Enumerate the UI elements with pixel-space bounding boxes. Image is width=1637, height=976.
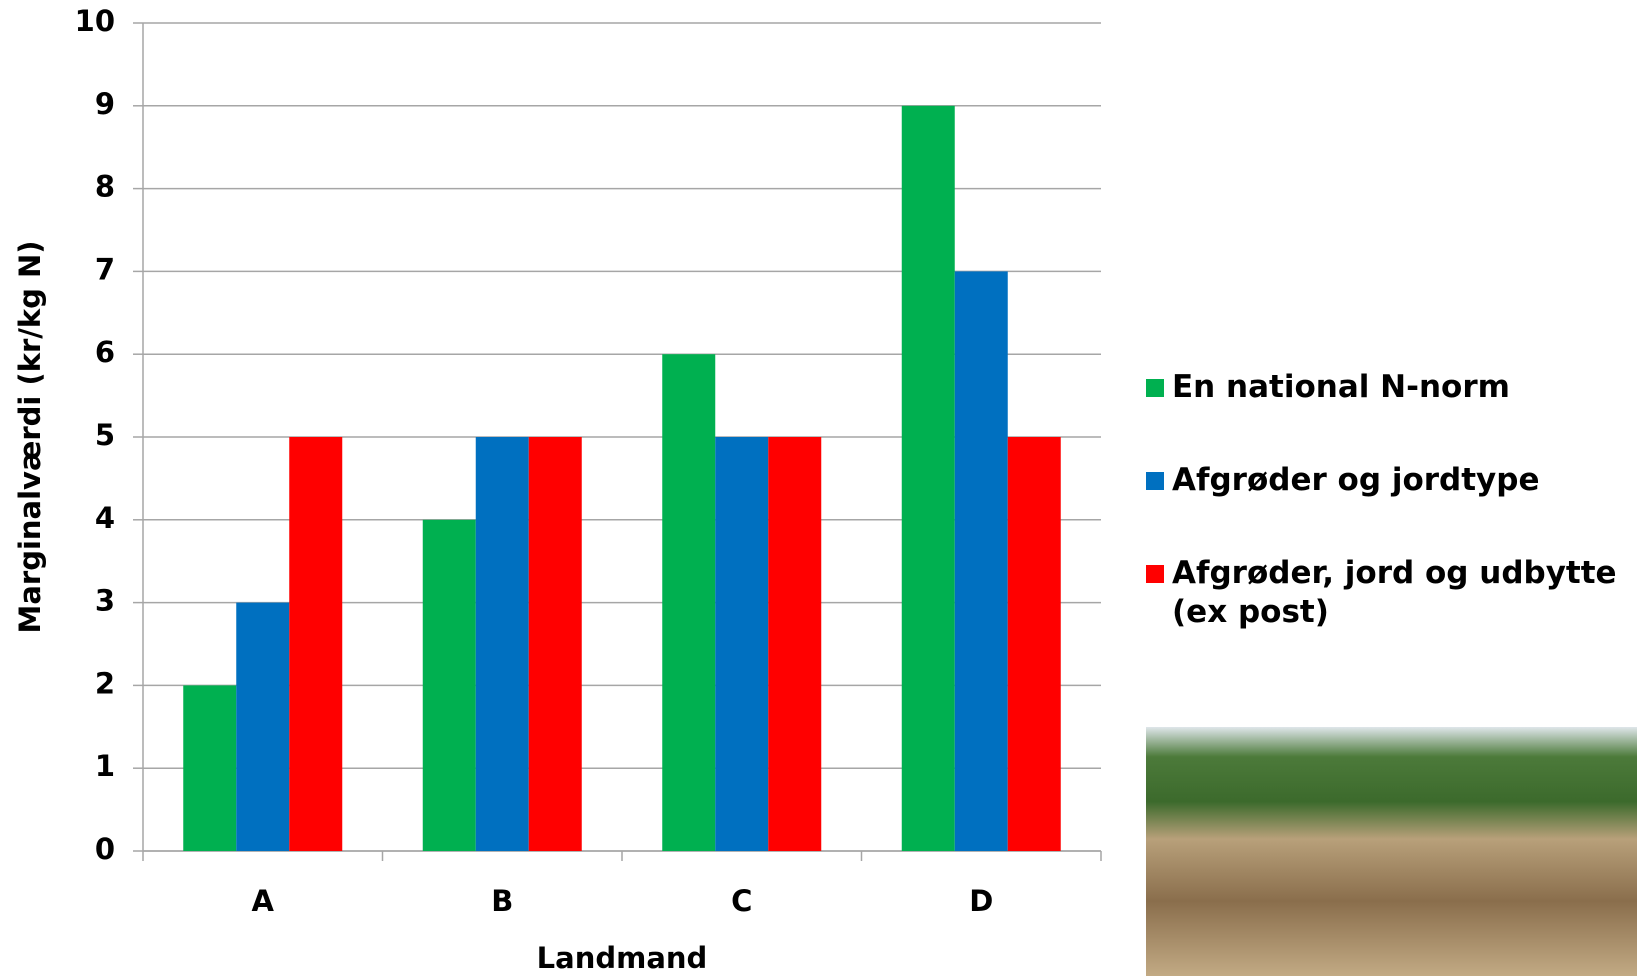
legend-entry: Afgrøder og jordtype [1146,461,1626,500]
x-tick-label: A [252,884,275,918]
y-tick-label: 5 [95,418,115,452]
bar [954,271,1008,851]
legend-swatch [1146,565,1164,583]
bar [236,602,290,851]
bar [289,437,343,851]
legend-label: Afgrøder, jord og udbytte (ex post) [1172,555,1617,630]
bar [475,437,529,851]
x-tick-label: C [731,884,752,918]
bar [715,437,769,851]
y-tick-label: 9 [95,87,115,121]
y-tick-label: 7 [95,252,115,286]
x-axis-label: Landmand [537,941,708,975]
y-tick-label: 10 [75,4,115,38]
y-tick-label: 3 [95,584,115,618]
y-tick-label: 2 [95,666,115,700]
y-tick-label: 1 [95,749,115,783]
y-tick-label: 4 [95,501,115,535]
bar [768,437,822,851]
legend-label: En national N-norm [1172,369,1510,405]
legend-label: Afgrøder og jordtype [1172,462,1540,498]
y-tick-label: 6 [95,335,115,369]
bar [183,685,237,851]
bar [528,437,582,851]
legend-swatch [1146,379,1164,397]
legend-entry: En national N-norm [1146,368,1626,407]
y-axis-label: Marginalværdi (kr/kg N) [13,240,47,633]
bar [422,519,476,851]
x-tick-label: D [969,884,993,918]
legend-swatch [1146,472,1164,490]
bar [1007,437,1061,851]
y-tick-label: 0 [95,832,115,866]
wheat-photo [1146,727,1637,976]
bar [901,105,955,852]
legend-entry: Afgrøder, jord og udbytte (ex post) [1146,554,1626,632]
bar [662,354,716,851]
legend: En national N-norm Afgrøder og jordtype Af… [1146,368,1626,686]
y-tick-label: 8 [95,170,115,204]
x-tick-label: B [491,884,513,918]
